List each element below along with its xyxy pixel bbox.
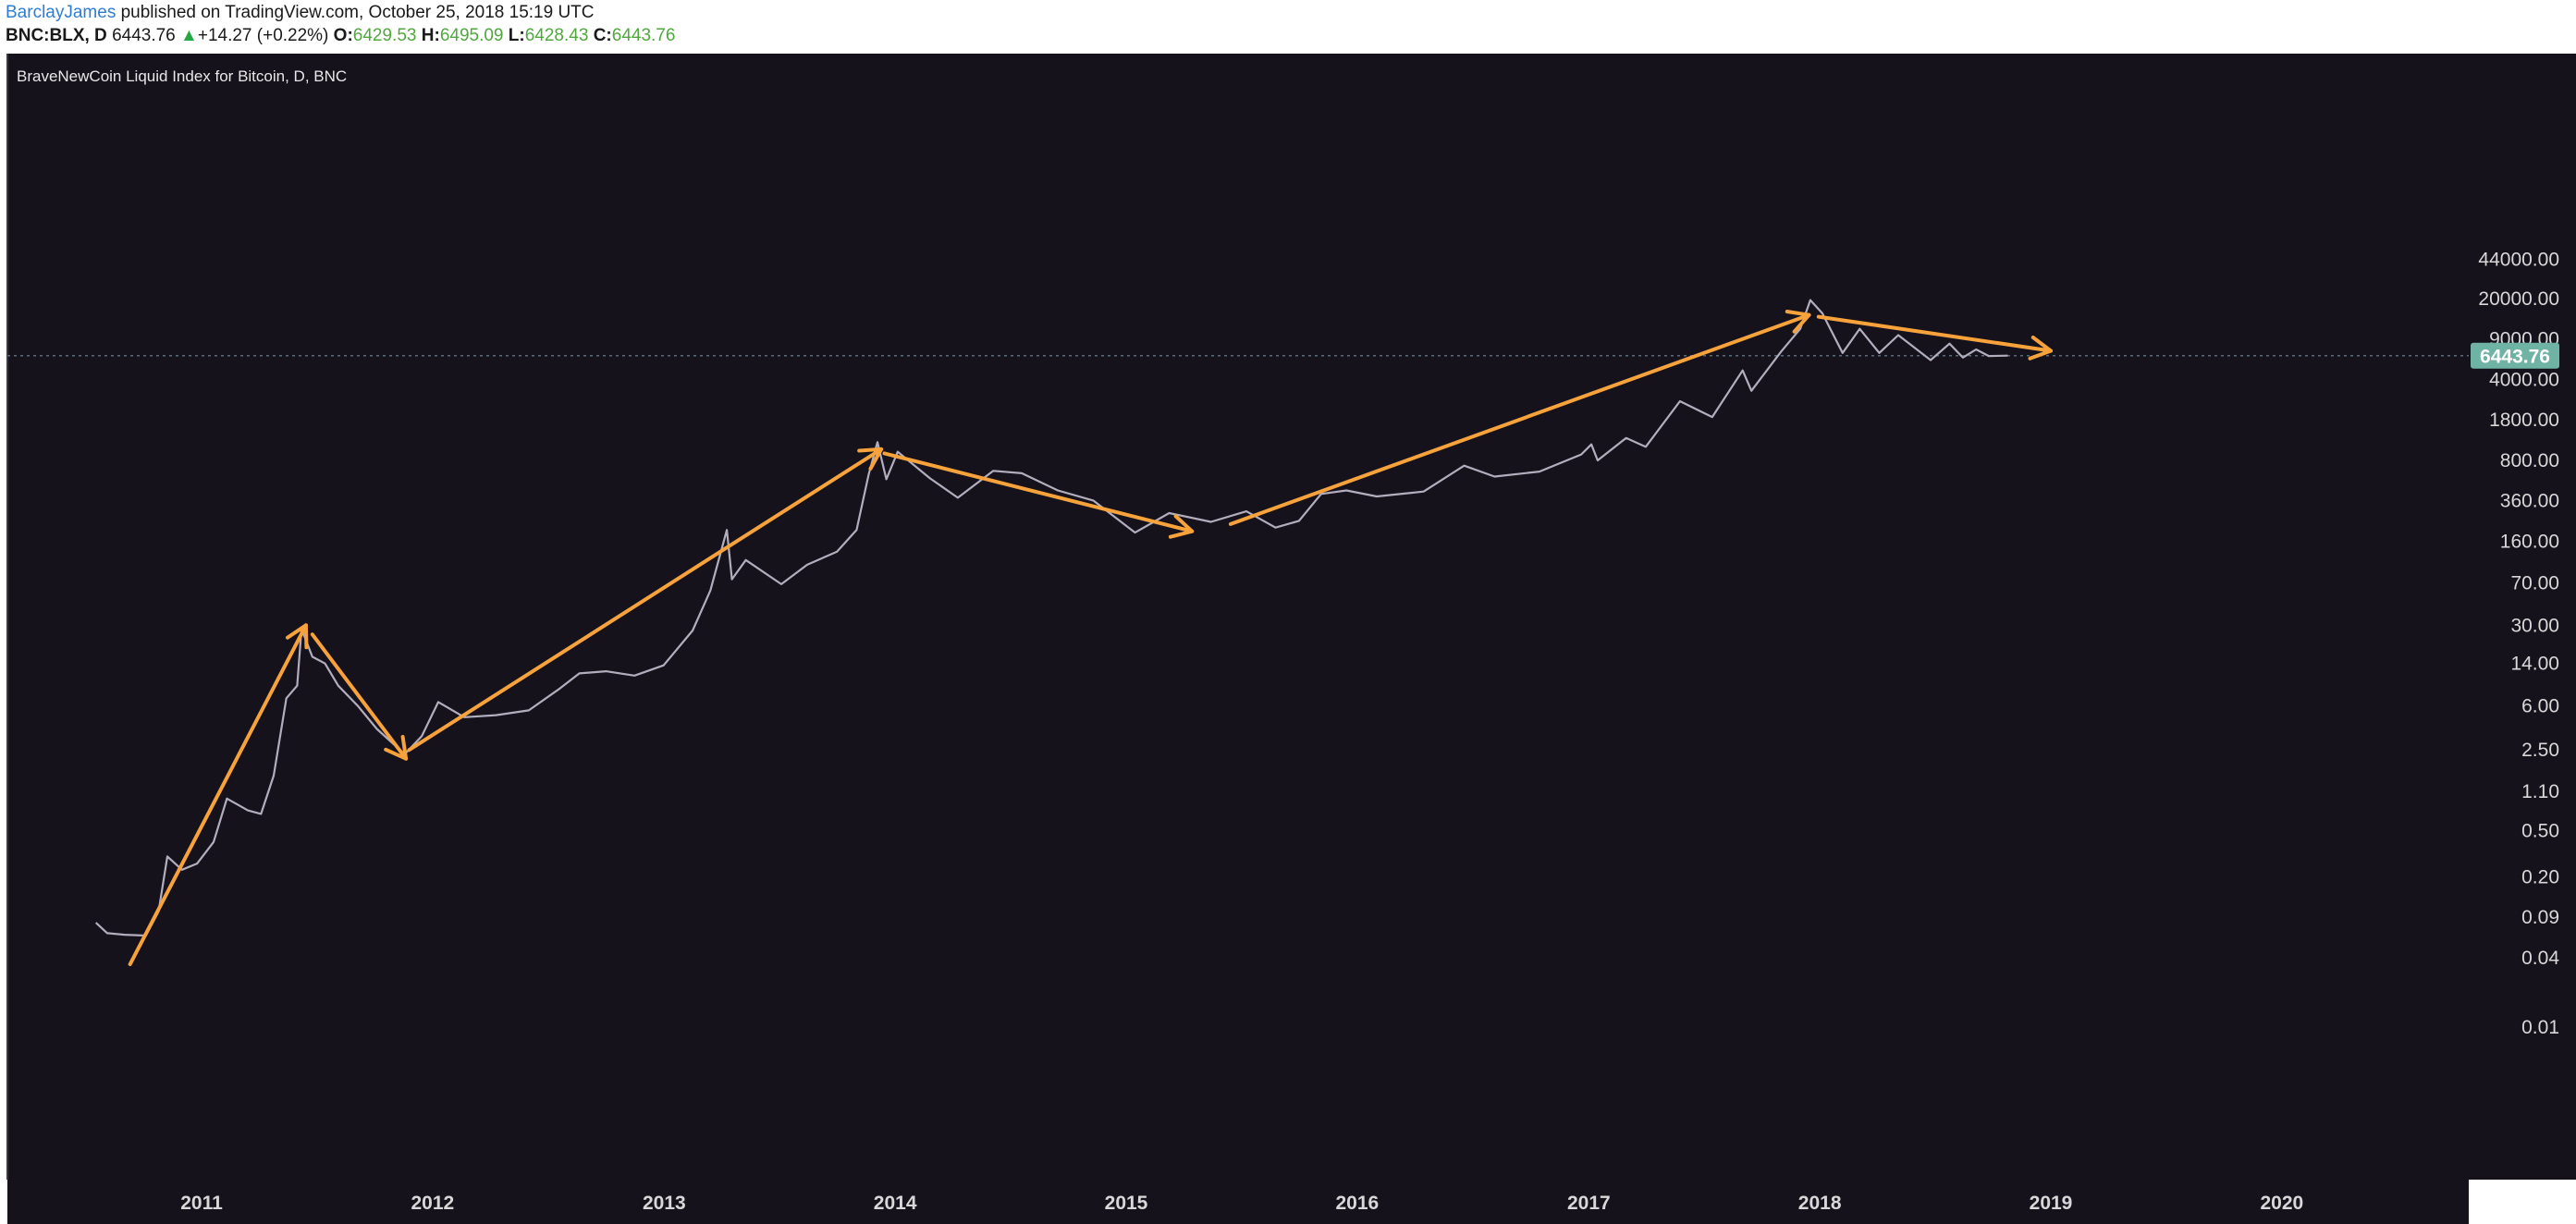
- price-tick-label: 360.00: [2500, 490, 2559, 511]
- trend-arrow-shaft: [128, 623, 308, 967]
- publication-header: BarclayJames published on TradingView.co…: [0, 0, 2576, 54]
- price-tick-label: 800.00: [2500, 450, 2559, 471]
- close-label: C:: [593, 26, 612, 45]
- trend-arrow[interactable]: [310, 632, 409, 761]
- last-price-text: 6443.76: [112, 26, 176, 45]
- last-price-badge-label: 6443.76: [2480, 347, 2550, 368]
- trend-arrow-head: [384, 735, 409, 761]
- price-tick-label: 0.04: [2521, 948, 2559, 969]
- trend-arrow-shaft: [1816, 314, 2053, 353]
- price-tick-label: 30.00: [2510, 615, 2559, 636]
- up-arrow-icon: ▲: [180, 26, 198, 45]
- time-tick-label: 2011: [180, 1193, 223, 1214]
- price-tick-label: 44000.00: [2478, 249, 2559, 270]
- price-tick-label: 20000.00: [2478, 288, 2559, 310]
- open-value: 6429.53: [352, 26, 417, 45]
- author-link[interactable]: BarclayJames: [6, 3, 117, 22]
- trend-arrow-shaft: [882, 451, 1195, 533]
- price-series-line: [94, 299, 2008, 937]
- time-tick-label: 2015: [1105, 1193, 1148, 1214]
- trend-arrow-shaft: [1228, 312, 1811, 526]
- trend-arrows[interactable]: [128, 310, 2053, 967]
- trend-arrow[interactable]: [128, 623, 309, 967]
- price-tick-label: 0.50: [2521, 821, 2559, 842]
- time-axis-labels: 2011 2012 2013 2014 2015 2016 2017 2018 2019 2020: [180, 1193, 2303, 1214]
- chart-title: BraveNewCoin Liquid Index for Bitcoin, D…: [17, 67, 347, 85]
- trend-arrow-head: [1168, 514, 1195, 539]
- trend-arrow-head: [857, 447, 884, 471]
- price-tick-label: 4000.00: [2489, 370, 2559, 391]
- price-tick-label: 70.00: [2510, 572, 2559, 594]
- price-tick-label: 0.01: [2521, 1017, 2559, 1038]
- time-axis[interactable]: [7, 1180, 2469, 1224]
- time-tick-label: 2019: [2030, 1193, 2073, 1214]
- price-tick-label: 0.09: [2521, 907, 2559, 928]
- high-label: H:: [421, 26, 440, 45]
- open-label: O:: [333, 26, 353, 45]
- trend-arrow-head: [1785, 310, 1811, 334]
- trend-arrow[interactable]: [882, 451, 1195, 539]
- time-tick-label: 2012: [411, 1193, 454, 1214]
- price-tick-label: 1800.00: [2489, 410, 2559, 431]
- price-tick-label: 6.00: [2521, 696, 2559, 717]
- time-tick-label: 2020: [2260, 1193, 2303, 1214]
- trend-arrow-shaft: [407, 447, 884, 753]
- chart-area[interactable]: 0.01 0.04 0.09 0.20 0.50 1.10 2.50 6.00 14.00 30.…: [0, 54, 2576, 1224]
- last-price-badge: [2471, 342, 2559, 369]
- price-tick-label: 14.00: [2510, 654, 2559, 675]
- ohlc-line: BNC:BLX, D 6443.76 ▲+14.27 (+0.22%) O:64…: [6, 26, 675, 46]
- price-tick-label: 2.50: [2521, 740, 2559, 761]
- price-tick-label: 0.20: [2521, 866, 2559, 887]
- price-axis-labels: 0.01 0.04 0.09 0.20 0.50 1.10 2.50 6.00 14.00 30.…: [2478, 249, 2559, 1038]
- time-tick-label: 2013: [643, 1193, 686, 1214]
- plot-background: [7, 54, 2469, 1180]
- published-text: published on TradingView.com, October 25…: [116, 3, 595, 22]
- close-value: 6443.76: [611, 26, 676, 45]
- low-label: L:: [508, 26, 525, 45]
- time-tick-label: 2016: [1335, 1193, 1379, 1214]
- time-tick-label: 2014: [874, 1193, 917, 1214]
- time-tick-label: 2018: [1798, 1193, 1842, 1214]
- trend-arrow-head: [2028, 336, 2053, 361]
- trend-arrow-head: [286, 623, 309, 650]
- symbol-label: BNC:BLX, D: [6, 26, 107, 45]
- trend-arrow[interactable]: [407, 447, 884, 753]
- price-change: +14.27 (+0.22%): [197, 26, 329, 45]
- publication-line: BarclayJames published on TradingView.co…: [6, 3, 595, 23]
- high-value: 6495.09: [439, 26, 504, 45]
- trend-arrow[interactable]: [1816, 314, 2053, 361]
- low-value: 6428.43: [524, 26, 589, 45]
- price-axis[interactable]: [2469, 54, 2576, 1180]
- price-chart[interactable]: 0.01 0.04 0.09 0.20 0.50 1.10 2.50 6.00 14.00 30.…: [0, 54, 2576, 1224]
- trend-arrow-shaft: [310, 632, 409, 761]
- trend-arrow[interactable]: [1228, 310, 1811, 526]
- price-tick-label: 160.00: [2500, 531, 2559, 552]
- price-tick-label: 1.10: [2521, 781, 2559, 802]
- time-tick-label: 2017: [1567, 1193, 1611, 1214]
